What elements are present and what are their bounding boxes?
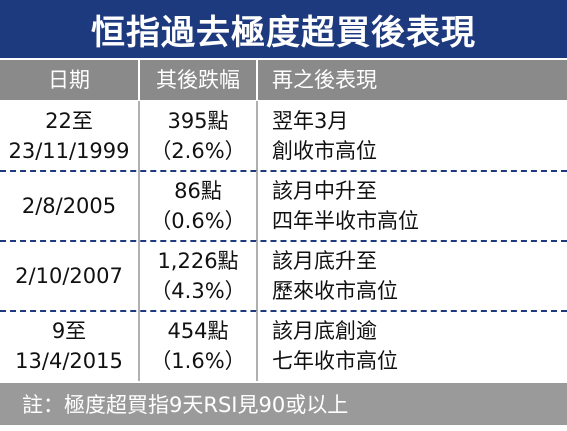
cell-line: 1,226點 bbox=[157, 249, 239, 273]
cell-line: 該月底升至 bbox=[272, 249, 377, 273]
cell-line: 七年收市高位 bbox=[272, 349, 398, 373]
table-cell: 1,226點 （4.3%） bbox=[140, 241, 258, 311]
cell-line: 86點 bbox=[174, 179, 222, 203]
table-cell: 該月底升至歷來收市高位 bbox=[258, 241, 567, 311]
table-row: 22至 23/11/1999 395點 （2.6%） 翌年3月創收市高位 bbox=[0, 101, 567, 171]
cell-line: 395點 bbox=[167, 109, 229, 133]
header-cell: 其後跌幅 bbox=[140, 60, 258, 100]
cell-line: 翌年3月 bbox=[272, 109, 349, 133]
table-cell: 2/8/2005 bbox=[0, 171, 140, 241]
table-cell: 22至 23/11/1999 bbox=[0, 101, 140, 171]
table-cell: 2/10/2007 bbox=[0, 241, 140, 311]
cell-line: （1.6%） bbox=[150, 349, 246, 373]
footnote: 註：極度超買指9天RSI見90或以上 bbox=[0, 383, 567, 425]
cell-line: 13/4/2015 bbox=[15, 349, 123, 373]
cell-line: 2/10/2007 bbox=[15, 264, 123, 288]
row-separator bbox=[0, 170, 567, 172]
cell-line: 該月中升至 bbox=[272, 179, 377, 203]
cell-line: 22至 bbox=[45, 109, 93, 133]
cell-line: （0.6%） bbox=[150, 209, 246, 233]
table-cell: 86點 （0.6%） bbox=[140, 171, 258, 241]
table-row: 9至 13/4/2015 454點 （1.6%） 該月底創逾七年收市高位 bbox=[0, 311, 567, 381]
cell-line: 該月底創逾 bbox=[272, 319, 377, 343]
table-cell: 翌年3月創收市高位 bbox=[258, 101, 567, 171]
header-cell: 再之後表現 bbox=[272, 68, 377, 92]
title: 恒指過去極度超買後表現 bbox=[0, 0, 567, 58]
header-cell: 日期 bbox=[0, 60, 140, 100]
header-row: 日期 其後跌幅 再之後表現 bbox=[0, 60, 567, 100]
cell-line: 23/11/1999 bbox=[8, 139, 130, 163]
cell-line: （4.3%） bbox=[150, 279, 246, 303]
table-row: 2/8/2005 86點 （0.6%） 該月中升至四年半收市高位 bbox=[0, 171, 567, 241]
table-cell: 454點 （1.6%） bbox=[140, 311, 258, 381]
cell-line: 454點 bbox=[167, 319, 229, 343]
cell-line: （2.6%） bbox=[150, 139, 246, 163]
table-cell: 9至 13/4/2015 bbox=[0, 311, 140, 381]
table-cell: 該月底創逾七年收市高位 bbox=[258, 311, 567, 381]
row-separator bbox=[0, 310, 567, 312]
cell-line: 歷來收市高位 bbox=[272, 279, 398, 303]
cell-line: 9至 bbox=[51, 319, 87, 343]
table-cell: 395點 （2.6%） bbox=[140, 101, 258, 171]
table-row: 2/10/2007 1,226點 （4.3%） 該月底升至歷來收市高位 bbox=[0, 241, 567, 311]
cell-line: 四年半收市高位 bbox=[272, 209, 419, 233]
table-cell: 該月中升至四年半收市高位 bbox=[258, 171, 567, 241]
cell-line: 2/8/2005 bbox=[21, 194, 117, 218]
row-separator bbox=[0, 240, 567, 242]
cell-line: 創收市高位 bbox=[272, 139, 377, 163]
